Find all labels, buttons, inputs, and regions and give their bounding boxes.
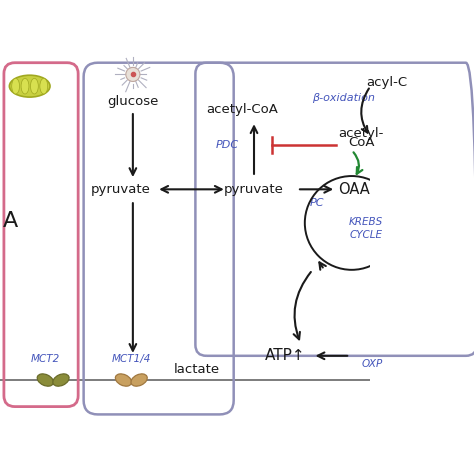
Text: OXP: OXP [361, 359, 383, 369]
Ellipse shape [115, 374, 132, 386]
Text: OAA: OAA [338, 182, 370, 197]
Text: KREBS
CYCLE: KREBS CYCLE [349, 217, 383, 239]
Text: ATP↑: ATP↑ [265, 348, 306, 363]
Text: pyruvate: pyruvate [224, 183, 284, 196]
Ellipse shape [9, 75, 50, 97]
Text: CoA: CoA [348, 136, 374, 149]
Ellipse shape [37, 374, 54, 386]
Ellipse shape [21, 78, 29, 94]
Ellipse shape [40, 78, 48, 94]
Ellipse shape [131, 374, 147, 386]
Ellipse shape [12, 78, 19, 94]
Text: acyl-C: acyl-C [366, 76, 407, 89]
Circle shape [126, 67, 140, 82]
Text: acetyl-: acetyl- [338, 127, 384, 139]
Text: β-oxidation: β-oxidation [312, 93, 375, 103]
Text: MCT1/4: MCT1/4 [111, 355, 151, 365]
Text: lactate: lactate [173, 363, 219, 375]
Text: PC: PC [310, 199, 324, 209]
Text: acetyl-CoA: acetyl-CoA [206, 103, 278, 116]
Text: pyruvate: pyruvate [91, 183, 151, 196]
Text: PDC: PDC [215, 140, 238, 150]
Text: A: A [3, 210, 18, 230]
Ellipse shape [53, 374, 69, 386]
Ellipse shape [30, 78, 38, 94]
Text: MCT2: MCT2 [31, 355, 60, 365]
Text: glucose: glucose [107, 95, 159, 108]
